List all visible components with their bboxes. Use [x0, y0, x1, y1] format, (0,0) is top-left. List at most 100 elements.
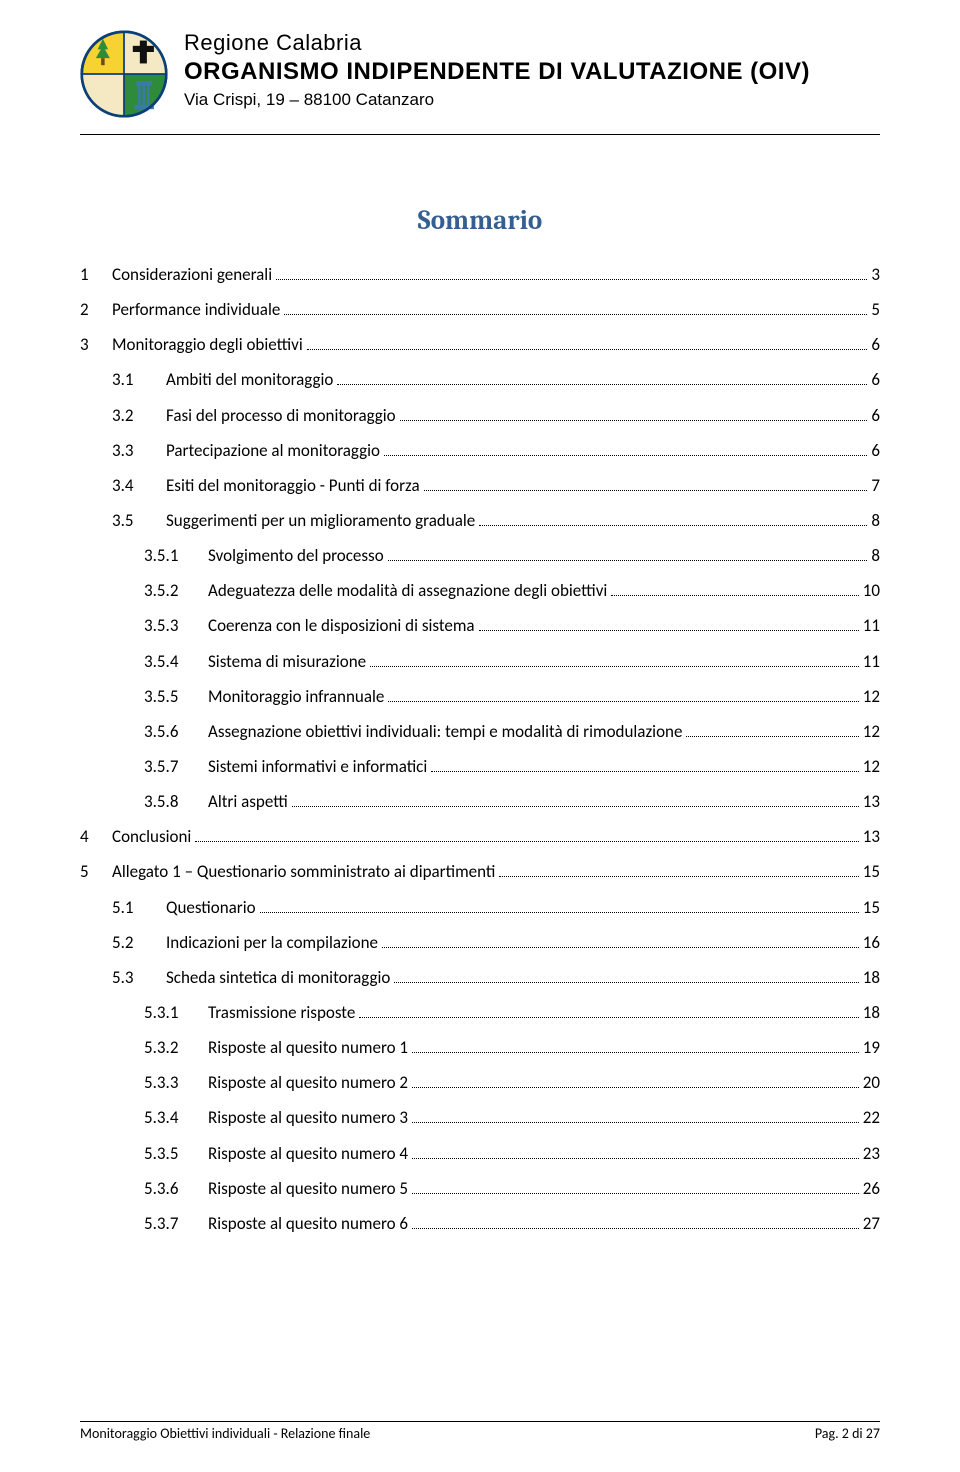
- header-divider: [80, 134, 880, 135]
- toc-entry-page: 15: [863, 855, 880, 888]
- toc-leader-dots: [412, 1087, 859, 1088]
- toc-entry-label: Indicazioni per la compilazione: [166, 926, 378, 959]
- toc-entry-label: Risposte al quesito numero 2: [208, 1066, 408, 1099]
- toc-leader-dots: [479, 525, 867, 526]
- toc-leader-dots: [276, 279, 867, 280]
- toc-leader-dots: [337, 384, 867, 385]
- toc-entry: 5.3.6Risposte al quesito numero 5 26: [80, 1172, 880, 1205]
- toc-entry-page: 15: [863, 891, 880, 924]
- toc-leader-dots: [412, 1193, 859, 1194]
- header-line-2: ORGANISMO INDIPENDENTE DI VALUTAZIONE (O…: [184, 58, 880, 86]
- toc-entry-page: 5: [871, 293, 880, 326]
- toc-leader-dots: [479, 630, 859, 631]
- page-footer: Monitoraggio Obiettivi individuali - Rel…: [80, 1421, 880, 1442]
- toc-entry: 3.5.1Svolgimento del processo 8: [80, 539, 880, 572]
- toc-entry-number: 1: [80, 258, 112, 291]
- toc-entry-number: 5.3.1: [144, 996, 208, 1029]
- toc-entry: 5.3Scheda sintetica di monitoraggio 18: [80, 961, 880, 994]
- toc-entry-label: Performance individuale: [112, 293, 280, 326]
- toc-leader-dots: [260, 912, 859, 913]
- toc-entry: 3.5.4Sistema di misurazione 11: [80, 645, 880, 678]
- toc-entry-number: 5.1: [112, 891, 166, 924]
- toc-entry-label: Trasmissione risposte: [208, 996, 355, 1029]
- toc-entry: 3.5.7Sistemi informativi e informatici 1…: [80, 750, 880, 783]
- toc-entry: 3.2Fasi del processo di monitoraggio 6: [80, 399, 880, 432]
- toc-leader-dots: [424, 490, 868, 491]
- toc-entry-label: Risposte al quesito numero 4: [208, 1137, 408, 1170]
- toc-entry-label: Suggerimenti per un miglioramento gradua…: [166, 504, 475, 537]
- table-of-contents: 1Considerazioni generali 32Performance i…: [80, 258, 880, 1240]
- toc-leader-dots: [412, 1158, 859, 1159]
- toc-entry: 4Conclusioni 13: [80, 820, 880, 853]
- page: Regione Calabria ORGANISMO INDIPENDENTE …: [0, 0, 960, 1472]
- toc-entry-label: Conclusioni: [112, 820, 191, 853]
- toc-leader-dots: [292, 806, 859, 807]
- toc-entry-number: 3.5: [112, 504, 166, 537]
- toc-leader-dots: [384, 455, 867, 456]
- toc-entry-number: 5.2: [112, 926, 166, 959]
- toc-entry: 2Performance individuale 5: [80, 293, 880, 326]
- toc-entry-number: 5.3.7: [144, 1207, 208, 1240]
- toc-entry-page: 16: [863, 926, 880, 959]
- toc-entry-label: Risposte al quesito numero 5: [208, 1172, 408, 1205]
- footer-divider: [80, 1421, 880, 1422]
- footer-left: Monitoraggio Obiettivi individuali - Rel…: [80, 1425, 370, 1442]
- toc-leader-dots: [412, 1228, 859, 1229]
- toc-entry-page: 11: [863, 645, 880, 678]
- toc-leader-dots: [388, 560, 868, 561]
- footer-right: Pag. 2 di 27: [815, 1425, 880, 1442]
- toc-entry-label: Monitoraggio infrannuale: [208, 680, 384, 713]
- toc-entry-number: 5.3.4: [144, 1101, 208, 1134]
- toc-leader-dots: [359, 1017, 858, 1018]
- toc-entry-number: 5.3.6: [144, 1172, 208, 1205]
- toc-entry-page: 8: [871, 539, 880, 572]
- header-line-1: Regione Calabria: [184, 30, 880, 56]
- toc-entry-label: Sistemi informativi e informatici: [208, 750, 427, 783]
- toc-entry-number: 3.5.5: [144, 680, 208, 713]
- toc-entry-page: 6: [871, 399, 880, 432]
- toc-entry-number: 3.5.2: [144, 574, 208, 607]
- toc-entry: 5.2Indicazioni per la compilazione 16: [80, 926, 880, 959]
- toc-entry-page: 26: [863, 1172, 880, 1205]
- toc-entry-number: 3.5.4: [144, 645, 208, 678]
- toc-entry-page: 8: [871, 504, 880, 537]
- toc-entry: 3.5.3Coerenza con le disposizioni di sis…: [80, 609, 880, 642]
- toc-entry-page: 3: [871, 258, 880, 291]
- toc-entry-page: 19: [863, 1031, 880, 1064]
- toc-entry-page: 6: [871, 328, 880, 361]
- toc-entry: 5.3.1Trasmissione risposte 18: [80, 996, 880, 1029]
- toc-entry-label: Altri aspetti: [208, 785, 288, 818]
- toc-entry: 3.5.8Altri aspetti 13: [80, 785, 880, 818]
- toc-entry-number: 5.3.2: [144, 1031, 208, 1064]
- toc-entry-page: 12: [863, 750, 880, 783]
- toc-entry-label: Questionario: [166, 891, 256, 924]
- toc-entry-number: 3.5.8: [144, 785, 208, 818]
- toc-entry: 3.4Esiti del monitoraggio - Punti di for…: [80, 469, 880, 502]
- toc-entry-number: 5: [80, 855, 112, 888]
- toc-entry-page: 18: [863, 961, 880, 994]
- toc-entry-page: 23: [863, 1137, 880, 1170]
- toc-entry-number: 5.3: [112, 961, 166, 994]
- toc-entry: 3.1Ambiti del monitoraggio 6: [80, 363, 880, 396]
- toc-entry-label: Svolgimento del processo: [208, 539, 384, 572]
- toc-entry-number: 3: [80, 328, 112, 361]
- toc-entry-label: Risposte al quesito numero 1: [208, 1031, 408, 1064]
- toc-entry-page: 18: [863, 996, 880, 1029]
- toc-entry: 5.3.2Risposte al quesito numero 1 19: [80, 1031, 880, 1064]
- toc-entry-number: 3.3: [112, 434, 166, 467]
- toc-entry-page: 10: [863, 574, 880, 607]
- toc-title: Sommario: [80, 205, 880, 236]
- toc-entry-label: Adeguatezza delle modalità di assegnazio…: [208, 574, 607, 607]
- toc-entry-number: 2: [80, 293, 112, 326]
- toc-entry-label: Considerazioni generali: [112, 258, 272, 291]
- toc-leader-dots: [195, 841, 858, 842]
- toc-entry-number: 3.5.3: [144, 609, 208, 642]
- toc-entry-label: Esiti del monitoraggio - Punti di forza: [166, 469, 420, 502]
- toc-entry-number: 4: [80, 820, 112, 853]
- toc-entry-label: Allegato 1 – Questionario somministrato …: [112, 855, 495, 888]
- toc-entry-page: 12: [863, 715, 880, 748]
- toc-leader-dots: [499, 876, 858, 877]
- toc-entry-page: 13: [863, 820, 880, 853]
- toc-entry-number: 3.5.1: [144, 539, 208, 572]
- toc-entry-page: 11: [863, 609, 880, 642]
